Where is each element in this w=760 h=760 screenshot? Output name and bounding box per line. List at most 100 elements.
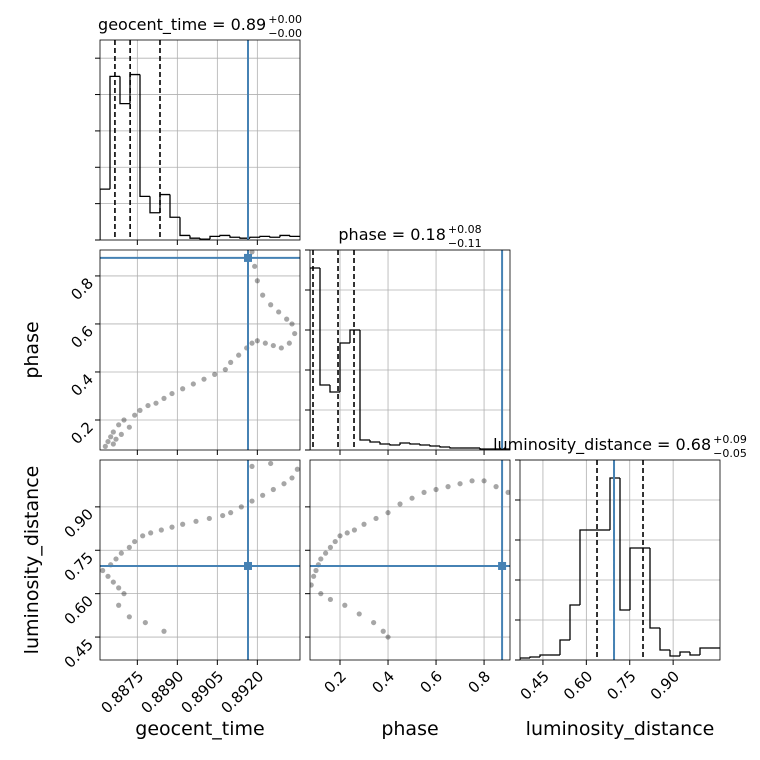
- histogram-bin: [289, 235, 300, 238]
- sample-point: [332, 538, 338, 545]
- sample-point: [409, 495, 415, 501]
- panel-frame: [309, 459, 511, 661]
- sample-point: [116, 422, 122, 428]
- histogram-bin: [259, 235, 270, 238]
- panel: geocent_time = 0.89 +0.00−0.00: [95, 13, 302, 245]
- histogram-bin: [439, 446, 450, 448]
- sample-point: [361, 521, 367, 527]
- sample-point: [161, 628, 167, 634]
- histogram-bin: [559, 639, 570, 655]
- plot-area: [100, 460, 300, 660]
- histogram-bin: [139, 74, 150, 198]
- sample-point: [380, 628, 386, 634]
- x-tick-label: 0.45: [517, 667, 553, 703]
- histogram-bin: [279, 234, 290, 238]
- histogram-bin: [179, 217, 190, 237]
- histogram-bin: [679, 651, 690, 656]
- sample-point: [153, 400, 159, 406]
- x-axis-label: geocent_time: [135, 718, 264, 740]
- sample-point: [397, 501, 403, 507]
- sample-point: [249, 498, 255, 504]
- plot-area: [100, 250, 300, 450]
- panel: 0.2 0.4 0.6 0.8 phase: [305, 459, 511, 740]
- histogram-bin: [349, 329, 360, 343]
- histogram-bin: [529, 656, 540, 658]
- sample-point: [385, 510, 391, 516]
- sample-point: [351, 527, 358, 533]
- sample-point: [212, 371, 218, 377]
- sample-point: [238, 504, 244, 510]
- sample-point: [108, 434, 114, 440]
- histogram-bin: [129, 73, 140, 104]
- sample-point: [110, 579, 116, 585]
- title-upper: +0.08: [448, 223, 482, 236]
- sample-point: [201, 376, 207, 382]
- sample-point: [113, 556, 119, 562]
- sample-point: [132, 412, 138, 418]
- histogram-bin: [569, 604, 580, 640]
- histogram-bin: [269, 236, 280, 238]
- histogram-bin: [310, 267, 320, 450]
- histogram-bin: [619, 478, 630, 611]
- histogram-bin: [119, 76, 130, 105]
- histogram-bin: [399, 442, 410, 445]
- title-lower: −0.05: [713, 447, 747, 460]
- sample-point: [373, 515, 379, 522]
- sample-point: [158, 527, 164, 533]
- histogram-bin: [609, 477, 620, 530]
- histogram-bin: [449, 447, 460, 449]
- sample-point: [126, 424, 132, 430]
- panel: 0.45 0.60 0.75 0.90 luminosity_distance = 0.…: [493, 433, 747, 740]
- panel-frame: [309, 249, 511, 451]
- x-tick-label: 0.8890: [137, 667, 187, 717]
- histogram-bin: [239, 237, 250, 239]
- sample-point: [318, 556, 324, 562]
- sample-point: [145, 402, 151, 409]
- sample-point: [445, 484, 451, 490]
- sample-point: [262, 340, 268, 346]
- sample-point: [260, 292, 266, 298]
- x-axis-label: phase: [381, 718, 438, 740]
- sample-point: [102, 443, 108, 449]
- histogram-bin: [249, 236, 260, 239]
- sample-point: [254, 338, 260, 344]
- sample-point: [121, 417, 127, 423]
- y-axis-label: phase: [21, 321, 43, 378]
- sample-point: [116, 585, 122, 591]
- sample-point: [286, 340, 292, 346]
- histogram-bin: [389, 444, 400, 446]
- sample-point: [433, 486, 439, 493]
- sample-point: [421, 489, 427, 496]
- truth-marker: [244, 561, 252, 570]
- sample-point: [371, 619, 377, 626]
- sample-point: [249, 340, 255, 346]
- histogram-bin: [149, 196, 160, 214]
- histogram-bin: [699, 647, 710, 655]
- sample-point: [220, 512, 226, 519]
- sample-point: [493, 484, 499, 490]
- y-tick-label: 0.6: [67, 322, 97, 352]
- y-tick-label: 0.2: [67, 418, 97, 448]
- x-tick-label: 0.90: [647, 667, 683, 703]
- histogram-bin: [339, 342, 350, 392]
- x-tick-label: 0.8920: [217, 667, 267, 717]
- sample-point: [118, 550, 124, 556]
- panel-title: phase = 0.18: [338, 225, 445, 244]
- y-tick-label: 0.8: [67, 274, 97, 304]
- x-tick-label: 0.6: [416, 667, 446, 697]
- histogram-bin: [689, 652, 700, 656]
- sample-point: [356, 611, 362, 617]
- sample-point: [252, 263, 258, 269]
- sample-point: [270, 486, 276, 493]
- sample-point: [206, 515, 212, 522]
- sample-point: [169, 390, 175, 397]
- sample-point: [110, 441, 116, 447]
- sample-point: [142, 619, 148, 626]
- sample-point: [180, 386, 186, 392]
- panel-frame: [519, 459, 721, 661]
- sample-point: [228, 510, 234, 516]
- x-tick-label: 0.2: [320, 667, 350, 697]
- histogram-bin: [109, 75, 120, 190]
